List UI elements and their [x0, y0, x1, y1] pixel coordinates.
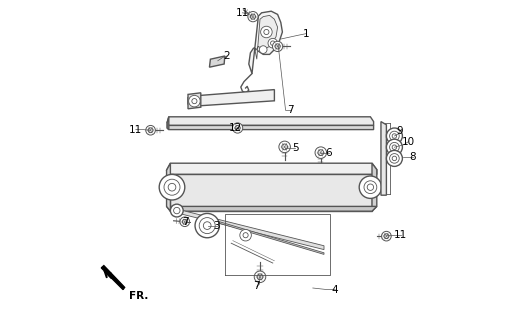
Circle shape	[382, 231, 391, 241]
Text: 3: 3	[214, 220, 220, 231]
Circle shape	[148, 128, 153, 133]
Polygon shape	[166, 206, 377, 211]
Circle shape	[251, 14, 255, 19]
Polygon shape	[167, 122, 373, 130]
Text: 11: 11	[236, 8, 249, 18]
Circle shape	[248, 12, 258, 22]
Text: 4: 4	[332, 284, 339, 295]
Polygon shape	[167, 117, 373, 125]
Circle shape	[183, 220, 187, 224]
Text: 5: 5	[292, 143, 298, 153]
Circle shape	[235, 125, 240, 131]
Text: 7: 7	[183, 217, 189, 227]
Text: 11: 11	[129, 124, 142, 135]
Polygon shape	[188, 90, 275, 106]
Text: 1: 1	[303, 28, 310, 39]
Circle shape	[386, 139, 402, 155]
Polygon shape	[249, 11, 282, 74]
Circle shape	[189, 95, 200, 107]
Text: 10: 10	[401, 137, 415, 147]
Polygon shape	[255, 15, 278, 59]
Circle shape	[384, 234, 389, 239]
Text: FR.: FR.	[129, 291, 148, 301]
Circle shape	[261, 26, 272, 38]
Circle shape	[318, 150, 323, 156]
Circle shape	[279, 141, 290, 153]
Polygon shape	[205, 218, 324, 254]
Circle shape	[146, 125, 155, 135]
Text: 2: 2	[223, 51, 230, 61]
Circle shape	[364, 181, 377, 194]
Circle shape	[389, 142, 399, 152]
Circle shape	[268, 38, 278, 48]
Circle shape	[195, 213, 219, 238]
Polygon shape	[167, 117, 169, 130]
Polygon shape	[101, 266, 125, 290]
Circle shape	[159, 174, 185, 200]
Text: 9: 9	[397, 126, 404, 136]
Circle shape	[240, 229, 251, 241]
Text: 8: 8	[410, 152, 417, 163]
Circle shape	[257, 274, 263, 280]
Circle shape	[282, 144, 288, 150]
Text: 6: 6	[326, 148, 332, 158]
Circle shape	[254, 271, 266, 283]
Circle shape	[199, 218, 215, 234]
Circle shape	[315, 147, 327, 158]
Polygon shape	[171, 174, 372, 211]
Polygon shape	[372, 163, 377, 211]
Circle shape	[389, 154, 399, 163]
Polygon shape	[188, 93, 201, 109]
Circle shape	[180, 217, 190, 227]
Circle shape	[171, 204, 183, 217]
Text: 11: 11	[394, 230, 408, 240]
Circle shape	[259, 46, 267, 53]
Text: 12: 12	[228, 123, 242, 133]
Circle shape	[386, 128, 402, 144]
Circle shape	[275, 44, 280, 49]
Polygon shape	[175, 209, 324, 250]
Circle shape	[389, 131, 399, 141]
Polygon shape	[210, 56, 225, 67]
Circle shape	[232, 123, 243, 133]
Polygon shape	[166, 163, 377, 174]
Text: 7: 7	[253, 281, 260, 292]
Text: 7: 7	[288, 105, 294, 116]
Circle shape	[164, 179, 180, 195]
Polygon shape	[166, 163, 171, 211]
Polygon shape	[381, 122, 386, 195]
Circle shape	[359, 176, 382, 198]
Circle shape	[272, 41, 283, 52]
Circle shape	[386, 150, 402, 166]
